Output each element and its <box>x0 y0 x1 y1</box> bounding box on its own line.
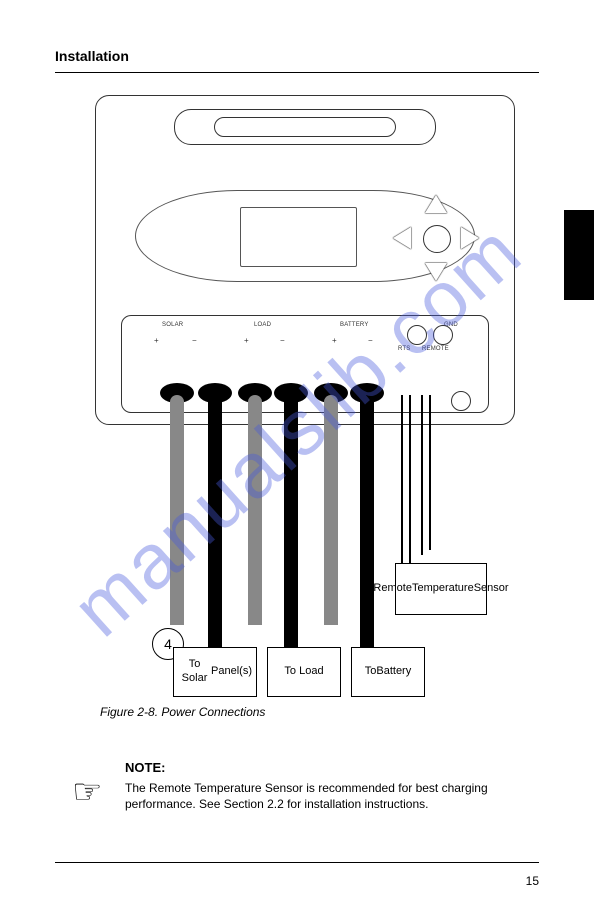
wire-battery-pos <box>324 395 338 625</box>
dpad-center-icon <box>423 225 451 253</box>
callout-to_rts: RemoteTemperatureSensor <box>395 563 487 615</box>
dpad-left-icon <box>393 227 411 249</box>
knob-ground <box>451 391 471 411</box>
dpad-up-icon <box>425 195 447 213</box>
chapter-side-tab <box>564 210 594 300</box>
terminal-label-rts: RTS <box>398 346 411 352</box>
step-number: 4 <box>164 636 172 652</box>
wire-solar-neg <box>208 395 222 685</box>
device-dpad <box>393 195 479 281</box>
note-icon: ☞ <box>72 775 102 809</box>
page-number: 15 <box>526 874 539 888</box>
terminal-label-battery: BATTERY <box>340 322 369 328</box>
bottom-rule <box>55 862 539 863</box>
top-rule <box>55 72 539 73</box>
terminal-label-load: LOAD <box>254 322 271 328</box>
dpad-right-icon <box>461 227 479 249</box>
callout-to_battery: ToBattery <box>351 647 425 697</box>
wire-solar-pos <box>170 395 184 625</box>
terminal-label-remote: REMOTE <box>422 346 449 352</box>
wire-load-pos <box>248 395 262 625</box>
terminal-label-solar: SOLAR <box>162 322 183 328</box>
figure-caption: Figure 2-8. Power Connections <box>100 705 265 719</box>
device-handle-slot <box>214 117 396 137</box>
knob-1 <box>407 325 427 345</box>
thin-wire-gnd-a <box>421 395 423 555</box>
dpad-down-icon <box>425 263 447 281</box>
wire-load-neg <box>284 395 298 685</box>
callout-to_load: To Load <box>267 647 341 697</box>
note-heading: NOTE: <box>125 760 165 775</box>
section-header: Installation <box>55 48 129 64</box>
device-lcd <box>240 207 357 267</box>
wire-battery-neg <box>360 395 374 685</box>
callout-to_solar: To SolarPanel(s) <box>173 647 257 697</box>
note-body: The Remote Temperature Sensor is recomme… <box>125 780 534 812</box>
knob-2 <box>433 325 453 345</box>
figure-power-connections: SOLAR LOAD BATTERY GND RTS REMOTE + − + … <box>95 95 515 670</box>
thin-wire-gnd-b <box>429 395 431 550</box>
